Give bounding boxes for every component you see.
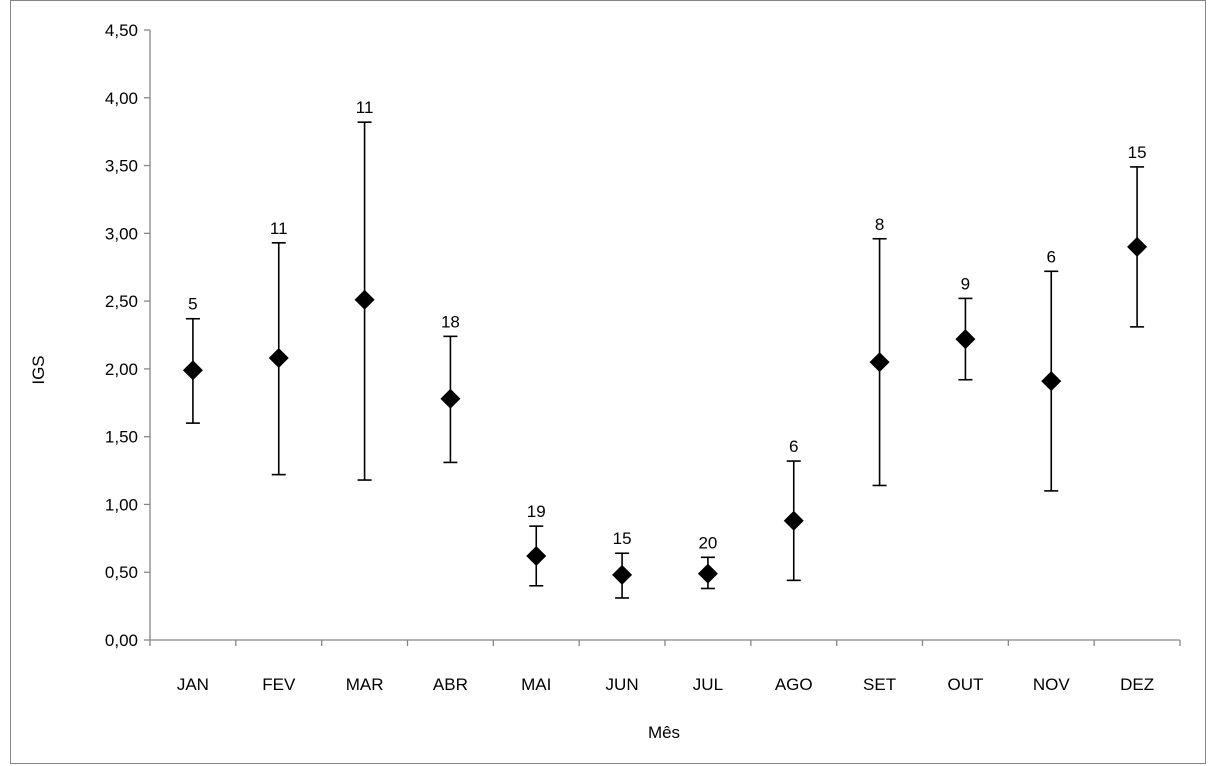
- x-tick-label-dez: DEZ: [1120, 675, 1154, 694]
- x-tick-label-out: OUT: [947, 675, 983, 694]
- x-tick-label-jul: JUL: [693, 675, 723, 694]
- x-tick-label-set: SET: [863, 675, 896, 694]
- y-tick-label: 3,00: [105, 224, 138, 243]
- y-tick-labels: 0,00 0,50 1,00 1,50 2,00 2,50 3,00 3,50 4,00 4,50: [105, 21, 138, 650]
- y-tick-label: 2,50: [105, 292, 138, 311]
- n-label-set: 8: [875, 215, 884, 234]
- data-point-fev: [268, 348, 289, 369]
- y-tick-label: 2,00: [105, 360, 138, 379]
- n-label-jul: 20: [698, 533, 717, 552]
- n-label-jun: 15: [613, 529, 632, 548]
- chart-frame: [10, 0, 1206, 764]
- x-tick-label-jun: JUN: [606, 675, 639, 694]
- data-point-dez: [1127, 236, 1148, 257]
- n-label-out: 9: [961, 274, 970, 293]
- n-label-abr: 18: [441, 312, 460, 331]
- data-point-mai: [526, 545, 547, 566]
- y-tick-label: 4,00: [105, 89, 138, 108]
- y-tick-label: 3,50: [105, 157, 138, 176]
- x-tick-label-mar: MAR: [346, 675, 384, 694]
- data-point-ago: [783, 510, 804, 531]
- x-tick-label-mai: MAI: [521, 675, 551, 694]
- x-tick-labels: JAN FEV MAR ABR MAI JUN JUL AGO SET OUT NOV DEZ: [177, 675, 1154, 694]
- y-axis-title: IGS: [29, 355, 48, 384]
- n-label-nov: 6: [1047, 247, 1056, 266]
- data-point-jul: [697, 563, 718, 584]
- data-point-set: [869, 352, 890, 373]
- data-point-out: [955, 329, 976, 350]
- y-tick-label: 4,50: [105, 21, 138, 40]
- data-point-abr: [440, 388, 461, 409]
- n-label-mai: 19: [527, 502, 546, 521]
- data-markers: [182, 236, 1148, 585]
- x-tick-label-jan: JAN: [177, 675, 209, 694]
- data-point-nov: [1041, 371, 1062, 392]
- y-tick-label: 0,50: [105, 563, 138, 582]
- y-tick-label: 0,00: [105, 631, 138, 650]
- axes: [144, 29, 1181, 646]
- x-tick-label-fev: FEV: [262, 675, 296, 694]
- y-tick-label: 1,50: [105, 428, 138, 447]
- y-tick-label: 1,00: [105, 495, 138, 514]
- n-label-mar: 11: [356, 98, 374, 117]
- data-point-mar: [354, 289, 375, 310]
- n-labels: 5 11 11 18 19 15 20 6 8 9 6 15: [188, 98, 1146, 552]
- n-label-dez: 15: [1128, 143, 1147, 162]
- x-axis-title: Mês: [648, 723, 680, 742]
- error-bars: [185, 121, 1145, 599]
- n-label-jan: 5: [188, 295, 197, 314]
- data-point-jan: [182, 360, 203, 381]
- n-label-fev: 11: [270, 219, 288, 238]
- x-tick-label-abr: ABR: [433, 675, 468, 694]
- x-tick-label-ago: AGO: [775, 675, 813, 694]
- n-label-ago: 6: [789, 437, 798, 456]
- data-point-jun: [612, 564, 633, 585]
- x-tick-label-nov: NOV: [1033, 675, 1071, 694]
